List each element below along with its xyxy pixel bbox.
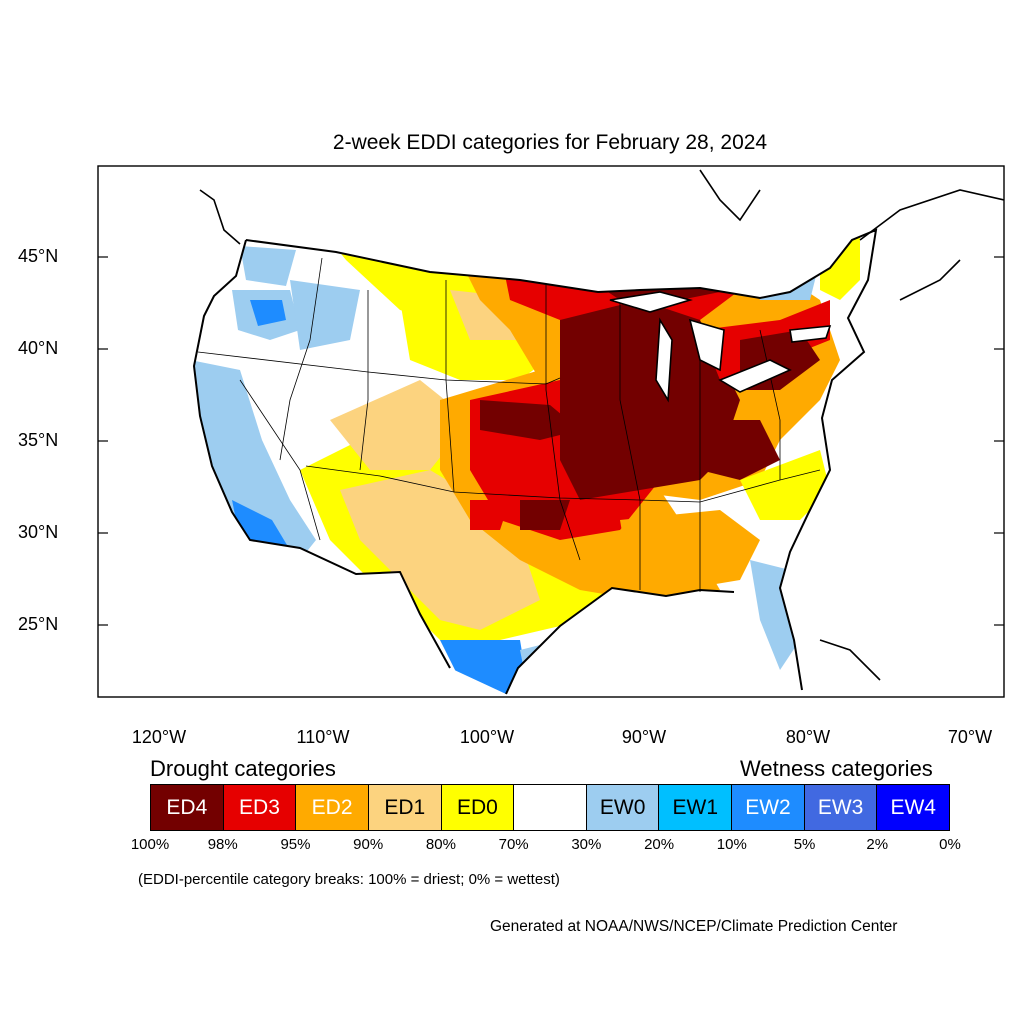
break-label: 30% — [571, 836, 602, 853]
break-label: 98% — [207, 836, 238, 853]
lon-label-110: 110°W — [296, 727, 350, 747]
break-label: 80% — [425, 836, 456, 853]
legend-ed4: ED4 — [151, 785, 224, 830]
map-area — [98, 169, 1004, 695]
lat-label-40: 40°N — [18, 338, 59, 358]
frame-ticks — [98, 256, 1004, 626]
lon-label-80: 80°W — [785, 727, 831, 747]
legend-ew2: EW2 — [732, 785, 805, 830]
lat-label-25: 25°N — [18, 614, 59, 634]
legend-ed3: ED3 — [223, 785, 297, 830]
lat-label-30: 30°N — [18, 522, 59, 542]
canada-coast — [199, 169, 1004, 681]
category-note: (EDDI-percentile category breaks: 100% =… — [138, 871, 560, 888]
legend-color-bar: ED4 ED3 ED2 ED1 ED0 EW0 EW1 EW2 EW3 EW4 — [150, 784, 950, 831]
legend-ew3: EW3 — [804, 785, 878, 830]
break-label: 20% — [644, 836, 675, 853]
lon-label-90: 90°W — [621, 727, 667, 747]
legend-ed0: ED0 — [441, 785, 515, 830]
legend-ed2: ED2 — [296, 785, 369, 830]
break-label: 100% — [130, 836, 170, 853]
coastline — [192, 228, 878, 695]
credit-line: Generated at NOAA/NWS/NCEP/Climate Predi… — [490, 918, 898, 935]
legend-ed1: ED1 — [368, 785, 442, 830]
lat-label-45: 45°N — [18, 246, 59, 266]
break-label: 2% — [866, 836, 889, 853]
legend-ew4: EW4 — [877, 785, 950, 830]
map-title: 2-week EDDI categories for February 28, … — [332, 131, 768, 154]
break-label: 5% — [793, 836, 816, 853]
break-label: 70% — [498, 836, 529, 853]
great-lakes — [609, 291, 832, 403]
legend-ew0: EW0 — [586, 785, 660, 830]
lon-label-70: 70°W — [947, 727, 993, 747]
map-frame — [97, 165, 1005, 698]
drought-heading: Drought categories — [150, 756, 336, 781]
lon-label-100: 100°W — [459, 727, 515, 747]
break-label: 90% — [353, 836, 384, 853]
wetness-heading: Wetness categories — [740, 756, 933, 781]
legend-neutral — [514, 785, 587, 830]
legend-ew1: EW1 — [659, 785, 733, 830]
state-boundaries — [197, 257, 821, 592]
break-label: 10% — [716, 836, 747, 853]
lat-label-35: 35°N — [18, 430, 59, 450]
conus-shading — [194, 230, 876, 694]
break-label: 0% — [939, 836, 961, 853]
lon-label-120: 120°W — [131, 727, 187, 747]
break-label: 95% — [280, 836, 311, 853]
